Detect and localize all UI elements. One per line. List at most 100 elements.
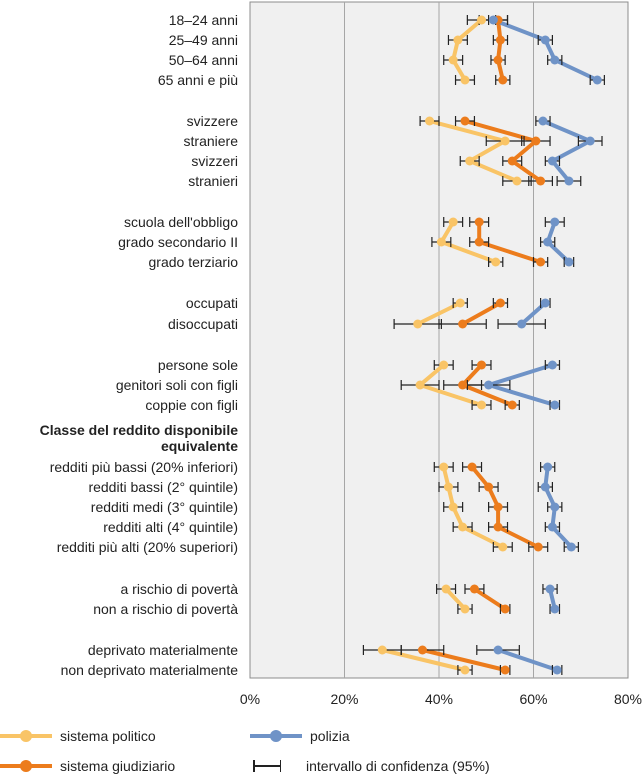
- legend-swatch-polizia: [250, 729, 302, 743]
- data-point-sistema-politico: [415, 380, 425, 390]
- category-label: redditi medi (3° quintile): [91, 499, 238, 515]
- category-label: coppie con figli: [145, 397, 238, 413]
- data-point-sistema-politico: [448, 217, 458, 227]
- data-point-sistema-giudiziario: [493, 522, 503, 532]
- series-line-sistema-politico: [380, 648, 467, 672]
- series-line-sistema-giudiziario: [463, 119, 543, 183]
- data-point-sistema-giudiziario: [469, 584, 479, 594]
- data-point-sistema-politico: [460, 665, 470, 675]
- data-point-sistema-giudiziario: [500, 665, 510, 675]
- category-label: persone sole: [158, 357, 238, 373]
- series-line-polizia: [496, 648, 560, 672]
- data-point-polizia: [517, 319, 527, 329]
- chart: 0% 20% 40% 60% 80% 18–24 anni 25–49 anni 50–64 …: [40, 1, 642, 707]
- data-point-sistema-politico: [436, 237, 446, 247]
- series-line-sistema-giudiziario: [496, 18, 505, 82]
- data-point-polizia: [484, 380, 494, 390]
- category-label: disoccupati: [168, 316, 238, 332]
- data-point-sistema-giudiziario: [458, 380, 468, 390]
- category-label: occupati: [186, 295, 238, 311]
- category-label: a rischio di povertà: [120, 581, 238, 597]
- data-point-sistema-giudiziario: [460, 116, 470, 126]
- data-point-polizia: [564, 176, 574, 186]
- category-label: scuola dell'obbligo: [124, 214, 238, 230]
- data-point-polizia: [550, 217, 560, 227]
- series-line-sistema-politico: [451, 18, 484, 82]
- data-point-polizia: [550, 55, 560, 65]
- data-point-sistema-politico: [477, 400, 487, 410]
- data-point-sistema-giudiziario: [507, 156, 517, 166]
- data-point-polizia: [547, 522, 557, 532]
- series-line-sistema-giudiziario: [420, 648, 508, 672]
- data-point-sistema-politico: [477, 15, 487, 25]
- data-point-polizia: [538, 116, 548, 126]
- group-header: Classe del reddito disponibile: [40, 422, 239, 438]
- data-point-sistema-giudiziario: [493, 502, 503, 512]
- category-label: stranieri: [188, 173, 238, 189]
- data-point-sistema-giudiziario: [536, 257, 546, 267]
- data-point-sistema-giudiziario: [477, 360, 487, 370]
- data-point-sistema-politico: [458, 522, 468, 532]
- category-label: redditi più bassi (20% inferiori): [50, 459, 238, 475]
- legend-item-polizia: polizia: [250, 728, 350, 744]
- legend-item-sistema-politico: sistema politico: [0, 728, 156, 744]
- category-label: redditi bassi (2° quintile): [88, 479, 238, 495]
- x-tick-label: 80%: [614, 691, 642, 707]
- data-point-sistema-giudiziario: [474, 237, 484, 247]
- x-tick-label: 0%: [240, 691, 260, 707]
- data-point-sistema-giudiziario: [474, 217, 484, 227]
- data-point-polizia: [547, 360, 557, 370]
- data-point-polizia: [540, 482, 550, 492]
- series-line-sistema-politico: [427, 119, 519, 183]
- data-point-sistema-politico: [439, 360, 449, 370]
- data-point-sistema-politico: [413, 319, 423, 329]
- legend-label-sistema-politico: sistema politico: [60, 728, 156, 744]
- confidence-interval-icon: [252, 759, 282, 773]
- series-line-polizia: [519, 301, 548, 326]
- data-point-sistema-giudiziario: [484, 482, 494, 492]
- data-point-sistema-politico: [455, 298, 465, 308]
- category-label: genitori soli con figli: [116, 377, 238, 393]
- category-label: 50–64 anni: [169, 52, 238, 68]
- data-point-polizia: [540, 35, 550, 45]
- category-label: 25–49 anni: [169, 32, 238, 48]
- data-point-polizia: [550, 502, 560, 512]
- data-point-polizia: [543, 237, 553, 247]
- data-point-sistema-politico: [491, 257, 501, 267]
- data-point-polizia: [550, 400, 560, 410]
- data-point-sistema-giudiziario: [467, 462, 477, 472]
- data-point-sistema-politico: [448, 502, 458, 512]
- series-line-sistema-politico: [444, 587, 467, 611]
- category-label: grado secondario II: [118, 234, 238, 250]
- data-point-sistema-politico: [453, 35, 463, 45]
- data-point-sistema-politico: [439, 462, 449, 472]
- data-point-sistema-politico: [512, 176, 522, 186]
- data-point-sistema-politico: [425, 116, 435, 126]
- data-point-sistema-politico: [377, 645, 387, 655]
- category-label: svizzere: [187, 113, 239, 129]
- data-point-polizia: [545, 584, 555, 594]
- data-point-polizia: [585, 136, 595, 146]
- series-line-polizia: [491, 18, 600, 82]
- data-point-polizia: [564, 257, 574, 267]
- legend-label-polizia: polizia: [310, 728, 350, 744]
- category-label: non deprivato materialmente: [61, 662, 239, 678]
- data-point-sistema-giudiziario: [458, 319, 468, 329]
- series-line-sistema-giudiziario: [460, 301, 503, 326]
- data-point-polizia: [550, 604, 560, 614]
- data-point-sistema-politico: [500, 136, 510, 146]
- data-point-sistema-politico: [498, 542, 508, 552]
- data-point-sistema-politico: [465, 156, 475, 166]
- data-point-sistema-politico: [448, 55, 458, 65]
- data-point-polizia: [543, 462, 553, 472]
- data-point-sistema-giudiziario: [500, 604, 510, 614]
- legend-swatch-sistema-giudiziario: [0, 759, 52, 773]
- data-point-polizia: [566, 542, 576, 552]
- category-label: non a rischio di povertà: [93, 601, 238, 617]
- group-header: equivalente: [161, 438, 238, 454]
- data-point-sistema-giudiziario: [495, 35, 505, 45]
- category-label: 65 anni e più: [158, 72, 238, 88]
- data-point-polizia: [547, 156, 557, 166]
- data-point-sistema-giudiziario: [533, 542, 543, 552]
- data-point-sistema-giudiziario: [495, 298, 505, 308]
